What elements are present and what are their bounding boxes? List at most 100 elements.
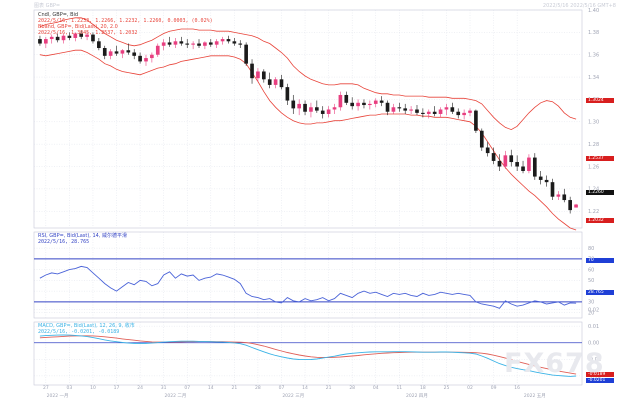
candle-body-down xyxy=(379,100,384,103)
candle-body-up xyxy=(220,39,225,42)
candle-body-up xyxy=(409,109,413,111)
rsi-legend-title: RSI, GBP=, Bid(Last), 14, 威尔德平滑 xyxy=(38,233,128,239)
candle-body-down xyxy=(185,43,190,45)
rsi-y-tick-label: 60 xyxy=(588,267,594,273)
candle-body-up xyxy=(368,103,372,106)
candle-body-down xyxy=(102,48,107,56)
candle-body-down xyxy=(450,107,455,112)
x-month-label: 2022 三月 xyxy=(282,393,304,399)
candle-body-down xyxy=(303,103,307,112)
candle-body-down xyxy=(491,153,496,161)
bollinger-legend-values: 2022/5/16, 1.3045, 1.2537, 1.2032 xyxy=(38,30,138,36)
candle-body-up xyxy=(44,39,48,44)
candle-body-down xyxy=(226,39,231,42)
candle-body-down xyxy=(474,110,478,131)
x-tick-label: 07 xyxy=(184,385,190,391)
macd-signal-tag: -0.0189 xyxy=(586,372,614,377)
window-tab-label: 图表 GBP= xyxy=(34,3,61,9)
bb-lower-price-tag: 1.2032 xyxy=(586,218,614,223)
rsi-y-tick-label: 50 xyxy=(588,278,594,284)
macd-panel-legend: MACD, GBP=, Bid(Last), 12, 26, 9, 收市 202… xyxy=(38,323,135,335)
candle-body-down xyxy=(421,112,425,114)
candle-body-up xyxy=(391,107,396,112)
bollinger-upper-line xyxy=(39,17,577,131)
price-y-tick-label: 1.22 xyxy=(588,209,599,215)
candle-body-up xyxy=(332,107,337,110)
candle-body-up xyxy=(309,107,313,112)
candle-body-up xyxy=(426,111,431,114)
candle-body-down xyxy=(403,108,408,111)
bollinger-legend-title: Bband, GBP=, Bid(Last), 20, 2.0 xyxy=(38,24,118,30)
rsi-line xyxy=(39,265,577,309)
x-tick-label: 14 xyxy=(208,385,214,391)
macd-signal-line xyxy=(39,335,577,375)
price-y-tick-label: 1.40 xyxy=(588,8,599,14)
price-y-tick-label: 1.30 xyxy=(588,120,599,126)
bb-upper-price-tag: 1.3024 xyxy=(586,98,614,103)
candle-body-up xyxy=(556,194,561,197)
rsi-y-tick-label: 20 xyxy=(588,310,594,316)
candle-body-down xyxy=(456,111,461,116)
x-tick-label: 28 xyxy=(349,385,355,391)
macd-y-tick-label: 0.00 xyxy=(588,341,599,347)
candle-body-down xyxy=(91,34,95,42)
candle-body-up xyxy=(73,33,78,38)
candle-body-up xyxy=(144,58,148,62)
candle-body-down xyxy=(344,94,349,103)
candle-body-down xyxy=(267,79,272,85)
x-tick-label: 31 xyxy=(161,385,167,391)
macd-legend-title: MACD, GBP=, Bid(Last), 12, 26, 9, 收市 xyxy=(38,323,135,329)
candle-body-down xyxy=(138,55,142,62)
x-tick-label: 03 xyxy=(67,385,73,391)
price-y-tick-label: 1.36 xyxy=(588,53,599,59)
candle-body-down xyxy=(432,111,437,114)
x-month-label: 2022 一月 xyxy=(47,393,69,399)
x-month-label: 2022 四月 xyxy=(406,393,428,399)
candle-body-down xyxy=(362,102,366,106)
x-tick-label: 11 xyxy=(396,385,402,391)
candle-body-down xyxy=(532,157,537,177)
candle-body-up xyxy=(214,41,219,45)
candle-body-down xyxy=(67,35,72,38)
candle-body-down xyxy=(244,44,248,64)
price-y-tick-label: 1.26 xyxy=(588,164,599,170)
candle-body-up xyxy=(444,107,449,110)
candle-body-down xyxy=(550,182,555,197)
x-tick-label: 14 xyxy=(302,385,308,391)
candle-body-up xyxy=(273,79,278,85)
macd-legend-values: 2022/5/16, -0.0201, -0.0189 xyxy=(38,329,120,335)
candle-body-down xyxy=(515,162,519,167)
candle-body-up xyxy=(203,42,207,46)
rsi-legend-values: 2022/5/16, 28.765 xyxy=(38,239,90,245)
candle-body-down xyxy=(97,41,101,49)
price-y-tick-label: 1.38 xyxy=(588,30,599,36)
macd-line xyxy=(39,334,577,377)
candle-body-down xyxy=(479,130,484,148)
candle-body-up xyxy=(468,110,472,113)
macd-y-tick-label: 0.01 xyxy=(588,324,599,330)
candle-body-up xyxy=(256,71,260,79)
x-tick-label: 07 xyxy=(279,385,285,391)
candle-body-up xyxy=(150,54,154,59)
price-panel-frame xyxy=(33,9,583,229)
candle-body-up xyxy=(297,103,301,109)
candle-body-down xyxy=(132,52,137,56)
rsi-last-tag: 28.765 xyxy=(586,290,614,295)
x-tick-label: 25 xyxy=(444,385,450,391)
candle-body-up xyxy=(120,50,125,54)
candle-body-down xyxy=(562,194,567,201)
macd-y-tick-label: -0.01 xyxy=(588,357,601,363)
x-tick-label: 18 xyxy=(420,385,426,391)
candle-body-up xyxy=(574,204,578,208)
candle-body-down xyxy=(544,179,549,183)
x-tick-label: 24 xyxy=(137,385,143,391)
x-tick-label: 21 xyxy=(231,385,237,391)
candle-body-down xyxy=(509,155,514,163)
candle-body-down xyxy=(315,107,319,111)
candle-body-up xyxy=(338,94,343,108)
candle-body-down xyxy=(208,42,213,45)
candle-body-down xyxy=(320,110,325,114)
x-tick-label: 16 xyxy=(514,385,520,391)
x-tick-label: 27 xyxy=(43,385,49,391)
